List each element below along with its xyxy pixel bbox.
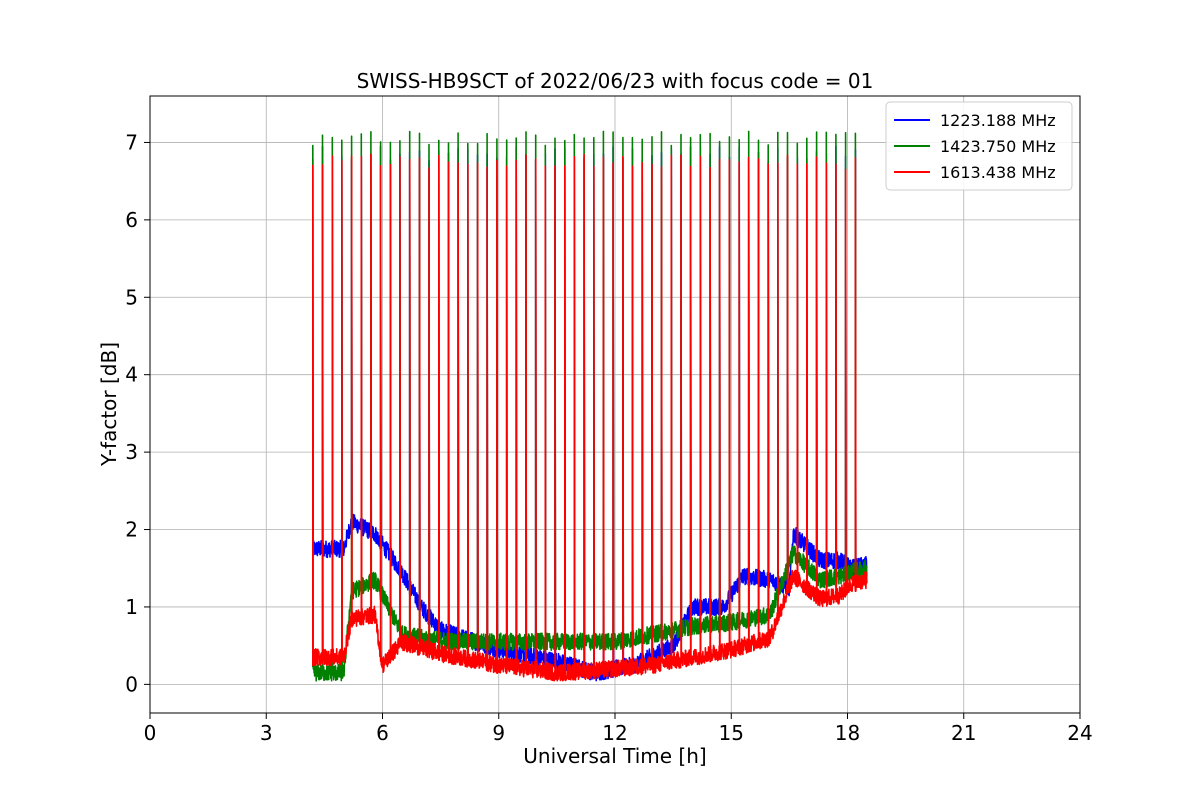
x-tick-label: 24 [1067,721,1092,745]
y-tick-label: 2 [125,518,138,542]
y-tick-label: 1 [125,595,138,619]
x-tick-label: 0 [144,721,157,745]
legend: 1223.188 MHz 1423.750 MHz 1613.438 MHz [885,101,1073,191]
x-tick-label: 12 [602,721,627,745]
x-axis: 0 3 6 9 12 15 18 21 24 [144,713,1093,745]
legend-label: 1613.438 MHz [940,163,1056,182]
x-tick-label: 18 [835,721,860,745]
legend-label: 1423.750 MHz [940,137,1056,156]
x-tick-label: 6 [376,721,389,745]
x-tick-label: 15 [719,721,744,745]
chart-title: SWISS-HB9SCT of 2022/06/23 with focus co… [357,69,874,93]
x-axis-label: Universal Time [h] [523,744,706,768]
series-layer [312,130,868,682]
y-tick-label: 7 [125,130,138,154]
legend-label: 1223.188 MHz [940,111,1056,130]
legend-box [885,101,1073,191]
y-tick-label: 3 [125,440,138,464]
x-tick-label: 9 [492,721,505,745]
y-tick-label: 5 [125,285,138,309]
series-line [312,153,868,682]
y-axis: 0 1 2 3 4 5 6 7 [125,130,150,696]
y-tick-label: 6 [125,208,138,232]
y-axis-label: Y-factor [dB] [97,342,121,467]
y-tick-label: 4 [125,363,138,387]
x-tick-label: 21 [951,721,976,745]
y-tick-label: 0 [125,672,138,696]
x-tick-label: 3 [260,721,273,745]
